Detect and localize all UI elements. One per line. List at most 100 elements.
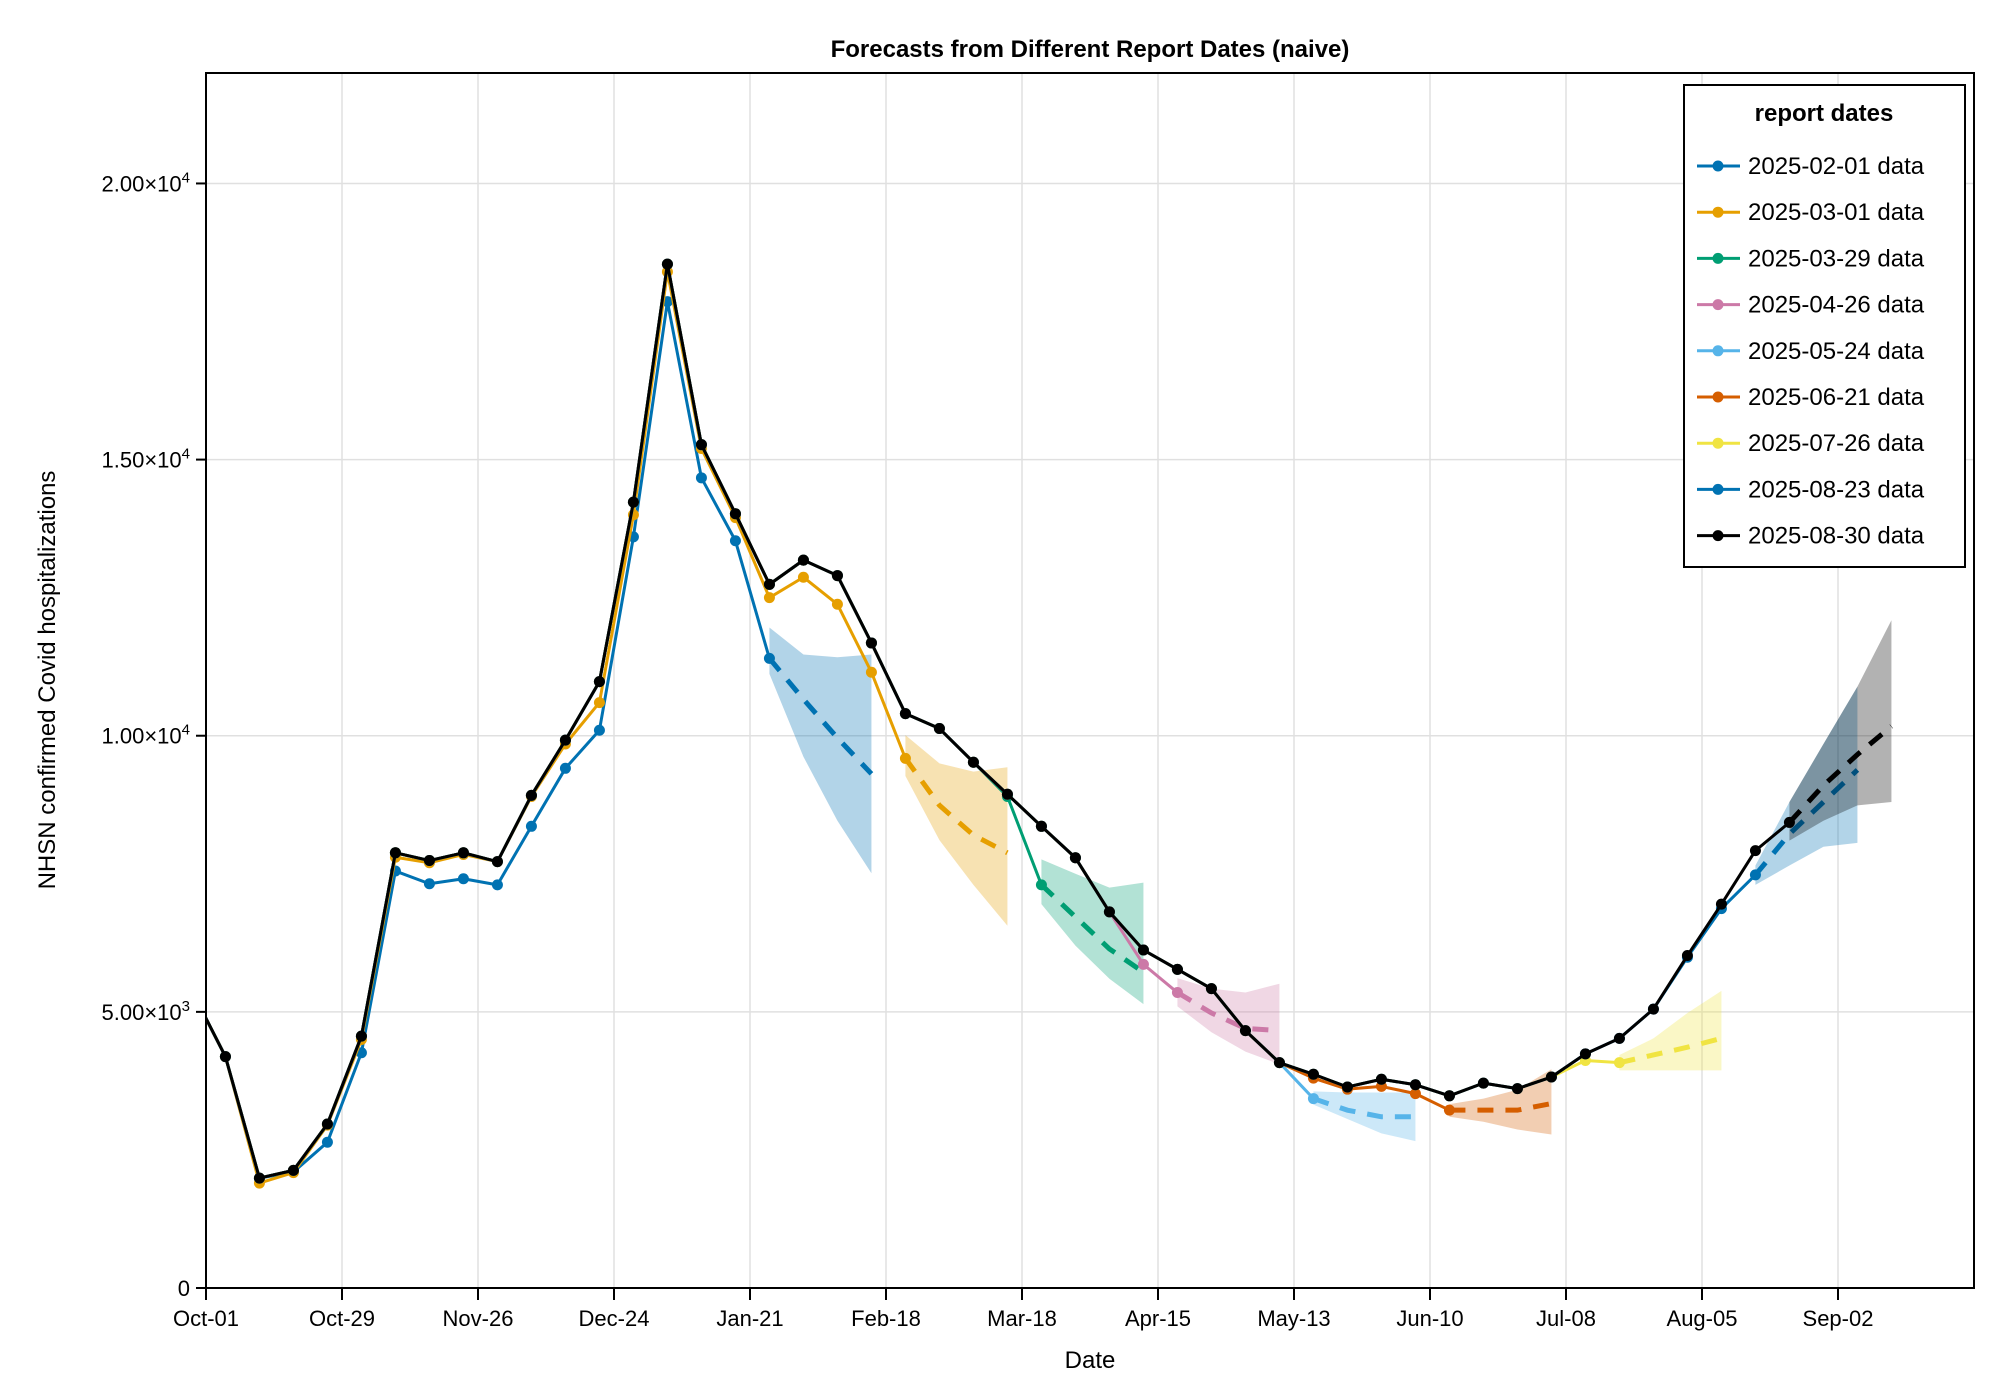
observed-point (1205, 983, 1217, 995)
observed-point (797, 571, 809, 583)
observed-point (1613, 1032, 1625, 1044)
observed-point (186, 984, 197, 995)
legend-item: 2025-07-26 data (1697, 430, 1925, 457)
legend-label: 2025-02-01 data (1748, 153, 1925, 180)
legend-item: 2025-03-29 data (1697, 245, 1925, 272)
y-tick-mantissa: 2.00×10 (102, 171, 182, 196)
observed-point (1409, 1079, 1421, 1091)
y-tick-mantissa: 0 (178, 1276, 190, 1301)
forecast-interval-band (1619, 990, 1722, 1071)
x-tick-label: Oct-29 (309, 1306, 375, 1331)
observed-point (865, 637, 877, 649)
y-tick-mantissa: 5.00×10 (102, 1000, 182, 1025)
observed-point (186, 984, 197, 995)
observed-point (1171, 963, 1183, 975)
observed-point (763, 578, 775, 590)
observed-point (1239, 1025, 1251, 1037)
forecast-interval-band (1755, 686, 1858, 885)
forecast-interval-band (1313, 1091, 1416, 1142)
legend-item: 2025-08-30 data (1697, 523, 1925, 550)
legend-item: 2025-04-26 data (1697, 292, 1925, 319)
x-tick-label: Dec-24 (579, 1306, 650, 1331)
x-tick-label: Jan-21 (716, 1306, 783, 1331)
observed-point (1443, 1090, 1455, 1102)
observed-point (1749, 845, 1761, 857)
chart-title: Forecasts from Different Report Dates (n… (831, 36, 1350, 63)
observed-line (206, 262, 1791, 1180)
forecast-median-line (1787, 724, 1894, 825)
observed-point (1681, 950, 1693, 962)
observed-point (831, 598, 843, 610)
observed-point (695, 439, 707, 451)
observed-point (355, 1030, 367, 1042)
plot-area (186, 258, 1894, 1189)
observed-point (899, 708, 911, 720)
forecast-median-line (903, 756, 1009, 856)
observed-point (1137, 944, 1149, 956)
forecast-interval-band (769, 627, 872, 874)
observed-line (206, 262, 1179, 1180)
observed-point (186, 984, 197, 995)
legend-swatch-marker (1712, 160, 1724, 172)
observed-point (186, 984, 197, 995)
y-tick-exponent: 3 (182, 998, 190, 1015)
forecast-interval-band (1449, 1069, 1552, 1135)
observed-point (1375, 1073, 1387, 1085)
forecast-interval-band (1789, 620, 1892, 841)
observed-point (967, 756, 979, 768)
observed-point (186, 984, 197, 995)
legend-label: 2025-03-29 data (1748, 245, 1925, 272)
observed-point (1273, 1057, 1285, 1069)
legend-item: 2025-05-24 data (1697, 338, 1925, 365)
forecast-median-line (1176, 990, 1280, 1034)
x-tick-label: Jul-08 (1536, 1306, 1596, 1331)
observed-point (593, 697, 605, 709)
observed-point (491, 879, 503, 891)
x-tick-label: Apr-15 (1125, 1306, 1191, 1331)
observed-point (525, 820, 537, 832)
x-tick-label: Nov-26 (443, 1306, 514, 1331)
observed-point (729, 508, 741, 520)
observed-point (729, 535, 741, 547)
observed-point (1069, 852, 1081, 864)
observed-point (1035, 820, 1047, 832)
observed-point (559, 734, 571, 746)
observed-point (1001, 788, 1013, 800)
legend-item: 2025-08-23 data (1697, 476, 1925, 503)
observed-point (1341, 1081, 1353, 1093)
legend-label: 2025-06-21 data (1748, 384, 1925, 411)
y-tick-label: 1.00×104 (102, 722, 190, 749)
observed-point (423, 878, 435, 890)
y-tick-label: 5.00×103 (102, 998, 190, 1025)
observed-point (186, 984, 197, 995)
forecast-median-line (1039, 883, 1145, 975)
legend-item: 2025-02-01 data (1697, 153, 1925, 180)
observed-point (593, 724, 605, 736)
observed-point (389, 847, 401, 859)
observed-point (1511, 1083, 1523, 1095)
y-tick-label: 0 (178, 1276, 190, 1301)
observed-point (593, 676, 605, 688)
forecast-interval-band (905, 735, 1008, 926)
series-2025-03-29-data (186, 258, 1145, 1184)
legend-label: 2025-08-23 data (1748, 476, 1925, 503)
legend-swatch-marker (1712, 437, 1724, 449)
plot-frame (205, 72, 1975, 1289)
observed-point (1103, 906, 1115, 918)
y-tick-mantissa: 1.50×10 (102, 448, 182, 473)
observed-point (253, 1172, 265, 1184)
legend-label: 2025-08-30 data (1748, 523, 1925, 550)
y-tick-label: 2.00×104 (102, 169, 190, 196)
legend-label: 2025-04-26 data (1748, 292, 1925, 319)
legend-swatch-marker (1712, 206, 1724, 218)
observed-point (865, 666, 877, 678)
observed-point (186, 984, 197, 995)
observed-point (287, 1164, 299, 1176)
observed-point (321, 1118, 333, 1130)
observed-point (491, 856, 503, 868)
legend: report dates 2025-02-01 data 2025-03-01 d… (1683, 84, 1966, 568)
x-tick-label: Oct-01 (173, 1306, 239, 1331)
observed-point (1545, 1071, 1557, 1083)
